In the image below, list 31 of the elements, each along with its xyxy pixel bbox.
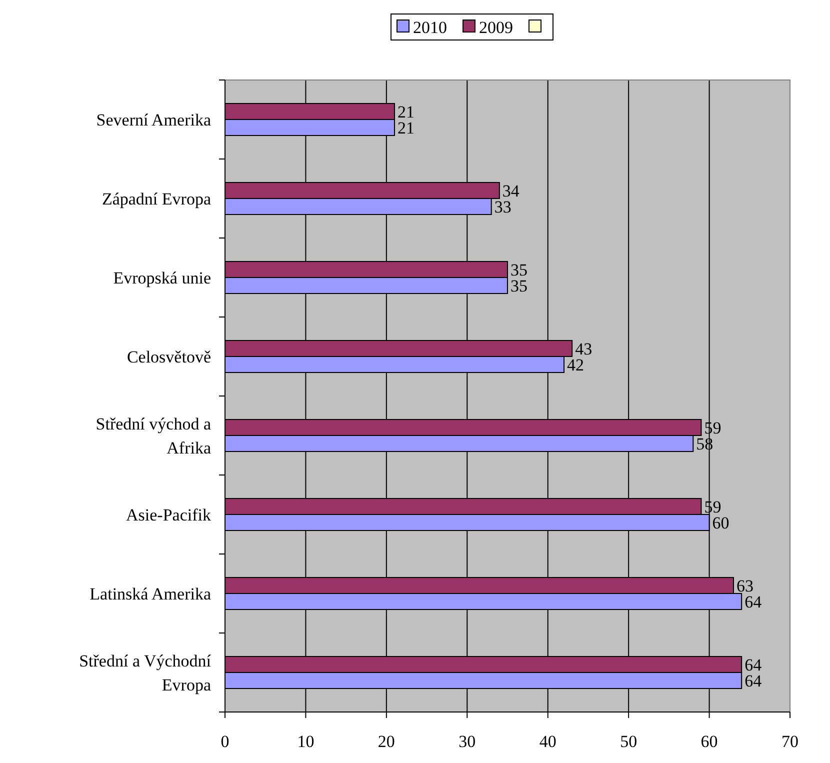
y-tick-label: Západní Evropa [102,190,212,208]
y-tick-label: Latinská Amerika [90,584,212,604]
data-label: 63 [736,576,754,596]
x-tick-label: 50 [620,732,638,751]
data-label: 21 [398,102,414,122]
y-tick-label: Asie-Pacifik [126,506,212,524]
x-tick-label: 0 [220,732,230,751]
data-label: 21 [398,118,414,138]
y-tick-label: Střední východ a Afrika [96,414,212,458]
x-tick-label: 60 [700,732,718,751]
y-tick-label: Celosvětově [126,348,211,366]
data-label: 64 [744,656,762,674]
x-tick-label: 10 [297,732,314,751]
y-tick-label: Evropská unie [113,268,211,288]
legend-label: 2009 [479,18,513,37]
x-tick-label: 30 [458,732,476,751]
data-label: 35 [510,260,528,280]
data-label: 42 [567,356,584,374]
data-label: 34 [502,182,520,200]
data-label: 64 [744,592,762,612]
data-label: 33 [494,198,512,216]
x-tick-label: 20 [378,732,395,751]
x-tick-label: 70 [782,732,798,751]
x-tick-label: 40 [539,732,556,751]
data-label: 60 [712,514,730,532]
legend-label: 2010 [413,18,447,37]
data-label: 43 [575,340,592,358]
y-tick-label: Střední a Východní Evropa [79,652,212,694]
data-label: 64 [744,672,762,690]
y-tick-label: Severní Amerika [96,110,212,130]
data-label: 35 [510,276,528,296]
